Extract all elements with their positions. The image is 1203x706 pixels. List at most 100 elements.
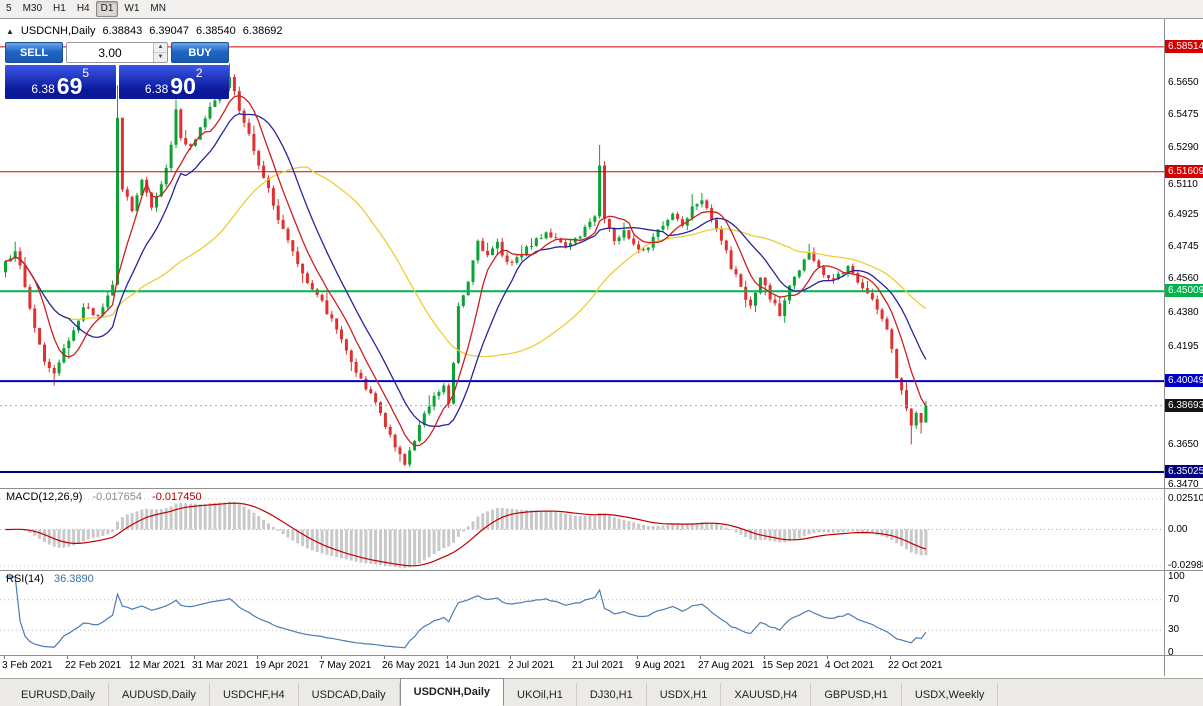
chart-ohlc-info: ▲ USDCNH,Daily 6.38843 6.39047 6.38540 6… [6, 25, 283, 37]
timeframe-button-h1[interactable]: H1 [53, 3, 66, 14]
date-label: 14 Jun 2021 [445, 660, 501, 671]
date-label: 12 Mar 2021 [129, 660, 186, 671]
macd-value-signal: -0.017450 [152, 491, 202, 503]
ma-7-line [5, 94, 927, 447]
chart-tabs-bar: EURUSD,Daily AUDUSD,Daily USDCHF,H4 USDCAD,… [0, 678, 1203, 706]
chart-tab-eurusd-daily[interactable]: EURUSD,Daily [8, 683, 109, 706]
ohlc-high: 6.39047 [149, 25, 190, 37]
one-click-collapse-icon[interactable]: ▲ [6, 26, 14, 36]
volume-field: ▲ ▼ [66, 42, 168, 63]
panel-separator[interactable] [0, 570, 1203, 571]
price-axis-label: 6.4745 [1168, 241, 1199, 252]
time-axis-tick [194, 656, 195, 659]
time-axis-tick [384, 656, 385, 659]
axis-separator [0, 655, 1203, 656]
date-label: 7 May 2021 [319, 660, 372, 671]
chart-tab-usdx-weekly[interactable]: USDX,Weekly [902, 683, 999, 706]
time-axis-tick [257, 656, 258, 659]
sell-price-prefix: 6.38 [31, 82, 55, 96]
chart-tab-usdcad-daily[interactable]: USDCAD,Daily [299, 683, 400, 706]
price-axis-label: 6.5110 [1168, 179, 1198, 190]
chart-tab-usdchf-h4[interactable]: USDCHF,H4 [210, 683, 299, 706]
ohlc-low: 6.38540 [196, 25, 236, 37]
chart-tab-ukoil-h1[interactable]: UKOil,H1 [504, 683, 577, 706]
ohlc-open: 6.38843 [102, 25, 143, 37]
price-line-badge: 6.35025 [1165, 465, 1203, 478]
date-label: 3 Feb 2021 [2, 660, 53, 671]
chart-tab-dj30-h1[interactable]: DJ30,H1 [577, 683, 647, 706]
rsi-axis-label: 100 [1168, 571, 1185, 582]
time-axis-tick [827, 656, 828, 659]
buy-price-sup: 2 [195, 66, 203, 80]
chart-tab-usdx-h1[interactable]: USDX,H1 [647, 683, 722, 706]
price-axis-label: 6.5650 [1168, 77, 1199, 88]
date-label: 26 May 2021 [382, 660, 440, 671]
price-axis-label: 6.4560 [1168, 273, 1199, 284]
date-label: 22 Feb 2021 [65, 660, 122, 671]
price-axis-label: 6.4925 [1168, 209, 1199, 220]
chart-tab-gbpusd-h1[interactable]: GBPUSD,H1 [811, 683, 902, 706]
volume-input[interactable] [67, 43, 153, 62]
time-axis-tick [4, 656, 5, 659]
price-axis-label: 6.5290 [1168, 142, 1199, 153]
time-axis-tick [67, 656, 68, 659]
price-axis-label: 6.3650 [1168, 439, 1199, 450]
timeframe-button-h4[interactable]: H4 [76, 3, 90, 14]
rsi-indicator-chart[interactable] [0, 571, 1164, 655]
sell-price-big: 69 [56, 73, 83, 99]
ma-40-line [5, 166, 927, 358]
volume-decrease-button[interactable]: ▼ [154, 53, 167, 62]
price-axis-label: 6.5475 [1168, 109, 1199, 120]
sell-button[interactable]: SELL [5, 42, 63, 63]
one-click-trading-panel: SELL ▲ ▼ BUY 6.38 69 5 6.38 90 2 [5, 42, 229, 99]
time-axis: 3 Feb 2021 22 Feb 2021 12 Mar 2021 31 Mar 2… [0, 656, 1164, 676]
rsi-axis-label: 30 [1168, 624, 1180, 635]
price-scale-border [1164, 18, 1165, 676]
time-axis-tick [321, 656, 322, 659]
rsi-name: RSI(14) [6, 573, 44, 585]
time-axis-tick [637, 656, 638, 659]
time-axis-tick [890, 656, 891, 659]
date-label: 15 Sep 2021 [762, 660, 819, 671]
chart-tab-usdcnh-daily[interactable]: USDCNH,Daily [399, 678, 505, 706]
date-label: 19 Apr 2021 [255, 660, 309, 671]
time-axis-tick [447, 656, 448, 659]
timeframe-button-m30[interactable]: M30 [22, 3, 43, 14]
chart-symbol-period: USDCNH,Daily [20, 25, 96, 37]
price-line-badge: 6.40049 [1165, 374, 1203, 387]
chart-tab-xauusd-h4[interactable]: XAUUSD,H4 [721, 683, 812, 706]
price-axis-label: 6.4195 [1168, 341, 1199, 352]
buy-price-button[interactable]: 6.38 90 2 [118, 65, 229, 99]
time-axis-tick [700, 656, 701, 659]
macd-name: MACD(12,26,9) [6, 491, 83, 503]
timeframe-button-5[interactable]: 5 [6, 3, 12, 14]
macd-indicator-label: MACD(12,26,9) -0.017654 -0.017450 [6, 491, 202, 503]
date-label: 4 Oct 2021 [825, 660, 874, 671]
time-axis-tick [131, 656, 132, 659]
timeframe-button-d1[interactable]: D1 [95, 1, 119, 17]
timeframe-button-mn[interactable]: MN [150, 3, 166, 14]
time-axis-tick [764, 656, 765, 659]
time-axis-tick [510, 656, 511, 659]
date-label: 31 Mar 2021 [192, 660, 249, 671]
current-price-badge: 6.38693 [1165, 399, 1203, 412]
panel-separator[interactable] [0, 488, 1203, 489]
buy-button[interactable]: BUY [171, 42, 229, 63]
candlestick-chart[interactable] [0, 18, 1164, 488]
candles [4, 63, 928, 467]
timeframe-button-w1[interactable]: W1 [124, 3, 140, 14]
price-line-badge: 6.58514 [1165, 40, 1203, 53]
date-label: 9 Aug 2021 [635, 660, 686, 671]
macd-indicator-chart[interactable] [0, 489, 1164, 570]
date-label: 22 Oct 2021 [888, 660, 943, 671]
chart-tab-audusd-daily[interactable]: AUDUSD,Daily [109, 683, 210, 706]
price-axis-label: 6.4380 [1168, 307, 1199, 318]
ohlc-close: 6.38692 [242, 25, 283, 37]
macd-histogram [4, 501, 928, 568]
price-line-badge: 6.51609 [1165, 165, 1203, 178]
volume-increase-button[interactable]: ▲ [154, 43, 167, 53]
time-axis-tick [574, 656, 575, 659]
date-label: 2 Jul 2021 [508, 660, 555, 671]
rsi-value: 36.3890 [53, 573, 94, 585]
sell-price-button[interactable]: 6.38 69 5 [5, 65, 116, 99]
